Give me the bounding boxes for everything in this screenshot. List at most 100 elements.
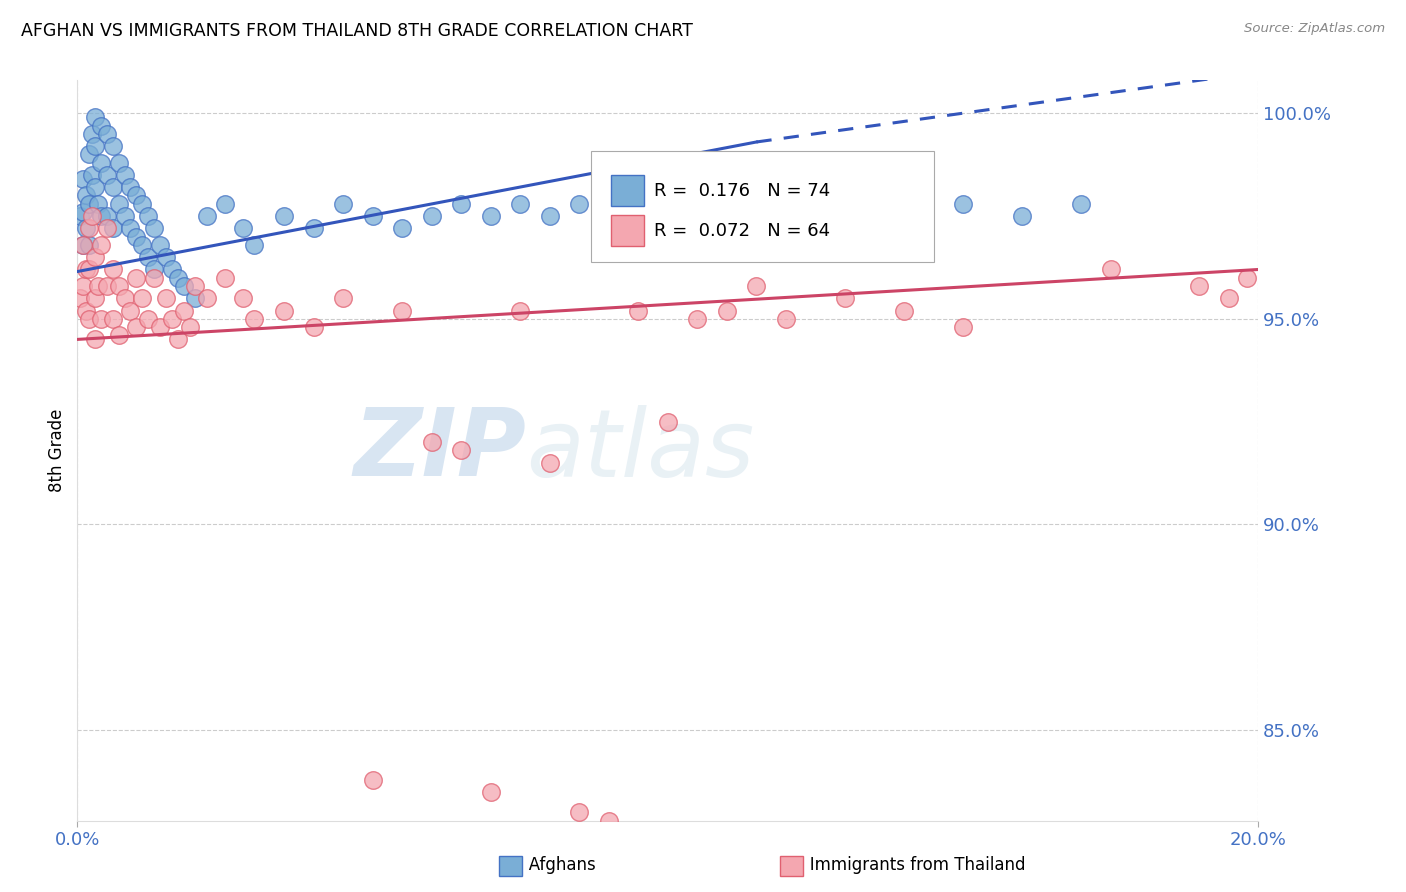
Point [627, 196, 650, 211]
Point [114, 209, 136, 223]
Point [82, 209, 104, 223]
Point [893, 303, 915, 318]
Point [332, 291, 354, 305]
Point [107, 155, 129, 169]
Point [1236, 270, 1258, 285]
Point [69, 209, 91, 223]
Point [101, 262, 124, 277]
Point [775, 209, 797, 223]
Point [77, 311, 100, 326]
Point [1218, 291, 1240, 305]
Text: atlas: atlas [526, 405, 755, 496]
Point [160, 262, 183, 277]
Point [136, 250, 159, 264]
Point [538, 456, 561, 470]
Point [173, 303, 195, 318]
Point [120, 180, 142, 194]
Point [87, 279, 110, 293]
Point [214, 270, 236, 285]
Point [77, 221, 100, 235]
Point [69, 291, 91, 305]
Point [538, 209, 561, 223]
Point [77, 147, 100, 161]
Point [96, 221, 118, 235]
Point [107, 196, 129, 211]
Point [77, 262, 100, 277]
Point [361, 209, 384, 223]
Point [232, 291, 254, 305]
Point [1070, 196, 1092, 211]
Point [84, 250, 107, 264]
Point [120, 221, 142, 235]
Point [391, 303, 413, 318]
Text: Afghans: Afghans [513, 856, 596, 874]
Point [72, 205, 94, 219]
Point [166, 333, 188, 347]
Point [479, 785, 502, 799]
Point [179, 320, 201, 334]
Point [243, 311, 266, 326]
Point [120, 303, 142, 318]
Point [101, 311, 124, 326]
Point [450, 196, 472, 211]
Point [195, 291, 218, 305]
Point [834, 196, 856, 211]
Point [420, 435, 443, 450]
Text: ZIP: ZIP [353, 404, 526, 497]
Point [125, 229, 148, 244]
Point [716, 209, 738, 223]
Point [763, 196, 786, 211]
Point [131, 291, 153, 305]
Point [243, 237, 266, 252]
Point [704, 221, 727, 235]
Point [84, 333, 107, 347]
Point [107, 279, 129, 293]
Point [149, 320, 172, 334]
Point [75, 262, 97, 277]
Point [75, 221, 97, 235]
Point [77, 237, 100, 252]
Point [568, 196, 591, 211]
Point [72, 279, 94, 293]
Text: Source: ZipAtlas.com: Source: ZipAtlas.com [1244, 22, 1385, 36]
Point [72, 172, 94, 186]
Point [184, 279, 207, 293]
Point [727, 196, 749, 211]
Point [568, 805, 591, 820]
Point [952, 320, 974, 334]
Point [391, 221, 413, 235]
Text: R =  0.176   N = 74: R = 0.176 N = 74 [654, 182, 830, 200]
Point [745, 221, 768, 235]
Point [627, 303, 650, 318]
Point [273, 303, 295, 318]
Point [1188, 279, 1211, 293]
Text: R =  0.072   N = 64: R = 0.072 N = 64 [654, 221, 830, 240]
Point [155, 250, 177, 264]
Point [101, 221, 124, 235]
Point [125, 188, 148, 202]
Point [420, 209, 443, 223]
Point [82, 168, 104, 182]
Point [775, 311, 797, 326]
Point [101, 180, 124, 194]
Point [75, 188, 97, 202]
Point [450, 443, 472, 458]
Point [149, 237, 172, 252]
Point [155, 291, 177, 305]
Point [232, 221, 254, 235]
Point [84, 110, 107, 124]
Point [114, 168, 136, 182]
Point [598, 814, 620, 828]
Point [160, 311, 183, 326]
Point [361, 772, 384, 787]
Point [90, 311, 112, 326]
Point [131, 237, 153, 252]
Text: AFGHAN VS IMMIGRANTS FROM THAILAND 8TH GRADE CORRELATION CHART: AFGHAN VS IMMIGRANTS FROM THAILAND 8TH G… [21, 22, 693, 40]
Point [657, 415, 679, 429]
Point [143, 270, 166, 285]
Point [686, 311, 709, 326]
Y-axis label: 8th Grade: 8th Grade [48, 409, 66, 492]
Point [72, 237, 94, 252]
Point [131, 196, 153, 211]
Point [332, 196, 354, 211]
